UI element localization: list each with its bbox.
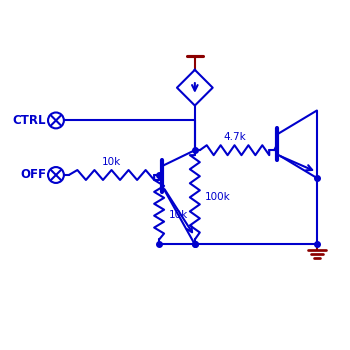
Text: 100k: 100k <box>205 192 231 202</box>
Text: CTRL: CTRL <box>13 114 46 127</box>
Text: 10k: 10k <box>102 157 121 167</box>
Text: 4.7k: 4.7k <box>223 132 246 142</box>
Text: 10k: 10k <box>169 210 188 220</box>
Text: OFF: OFF <box>20 168 46 182</box>
